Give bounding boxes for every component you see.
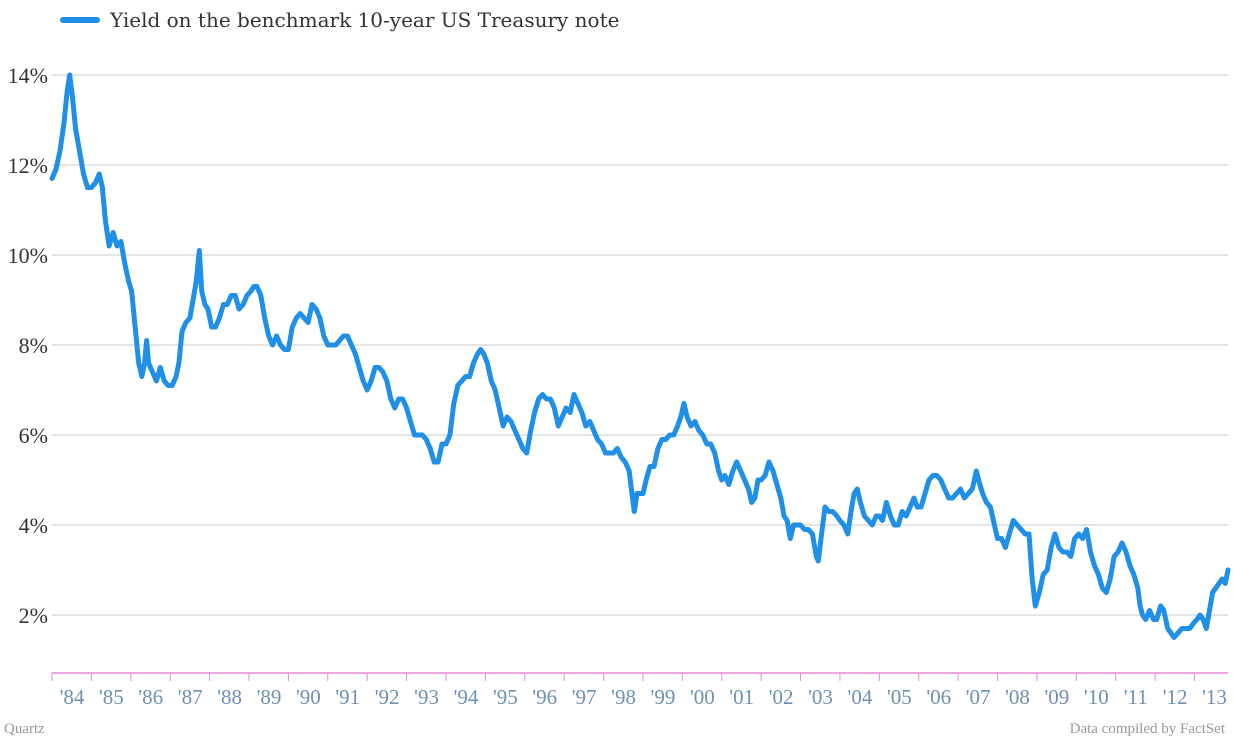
x-tick-label: '06 <box>926 685 951 709</box>
x-tick-label: '10 <box>1084 685 1109 709</box>
y-tick-label: 12% <box>8 153 48 178</box>
x-tick-label: '97 <box>572 685 597 709</box>
x-tick-label: '86 <box>138 685 163 709</box>
x-tick-label: '92 <box>375 685 400 709</box>
x-tick-label: '89 <box>257 685 282 709</box>
x-tick-label: '01 <box>729 685 754 709</box>
x-tick-label: '87 <box>178 685 203 709</box>
source-credit: Quartz <box>4 721 45 737</box>
x-tick-label: '08 <box>1005 685 1030 709</box>
x-tick-label: '94 <box>454 685 479 709</box>
x-tick-label: '85 <box>99 685 124 709</box>
x-tick-label: '98 <box>611 685 636 709</box>
series-line-treasury-yield <box>49 72 1231 640</box>
data-credit: Data compiled by FactSet <box>1069 721 1225 737</box>
x-tick-label: '03 <box>808 685 833 709</box>
x-tick-label: '91 <box>335 685 360 709</box>
y-tick-label: 2% <box>19 603 48 628</box>
legend-swatch <box>60 17 100 23</box>
x-tick-label: '93 <box>414 685 439 709</box>
y-tick-label: 10% <box>8 243 48 268</box>
x-tick-label: '04 <box>848 685 873 709</box>
x-tick-label: '05 <box>887 685 912 709</box>
x-tick-label: '99 <box>651 685 676 709</box>
x-axis: '84 '85 '86 '87 '88 '89 '90 '91 '92 '93 '94 '95 '96 '… <box>51 673 1227 709</box>
legend: Yield on the benchmark 10-year US Treasu… <box>60 6 619 34</box>
x-tick-label: '96 <box>532 685 557 709</box>
x-tick-label: '13 <box>1202 685 1227 709</box>
legend-label: Yield on the benchmark 10-year US Treasu… <box>110 8 620 32</box>
x-tick-label: '07 <box>966 685 991 709</box>
x-tick-label: '84 <box>60 685 85 709</box>
x-tick-label: '09 <box>1045 685 1070 709</box>
x-tick-label: '11 <box>1124 685 1148 709</box>
x-tick-label: '90 <box>296 685 321 709</box>
x-tick-label: '12 <box>1163 685 1188 709</box>
y-tick-label: 8% <box>19 333 48 358</box>
y-tick-label: 6% <box>19 423 48 448</box>
x-tick-label: '00 <box>690 685 715 709</box>
gridlines <box>52 74 1228 616</box>
x-tick-label: '02 <box>769 685 794 709</box>
y-tick-label: 4% <box>19 513 48 538</box>
x-tick-label: '95 <box>493 685 518 709</box>
y-axis: 2% 4% 6% 8% 10% 12% 14% <box>8 63 48 628</box>
y-tick-label: 14% <box>8 63 48 88</box>
x-tick-label: '88 <box>217 685 242 709</box>
